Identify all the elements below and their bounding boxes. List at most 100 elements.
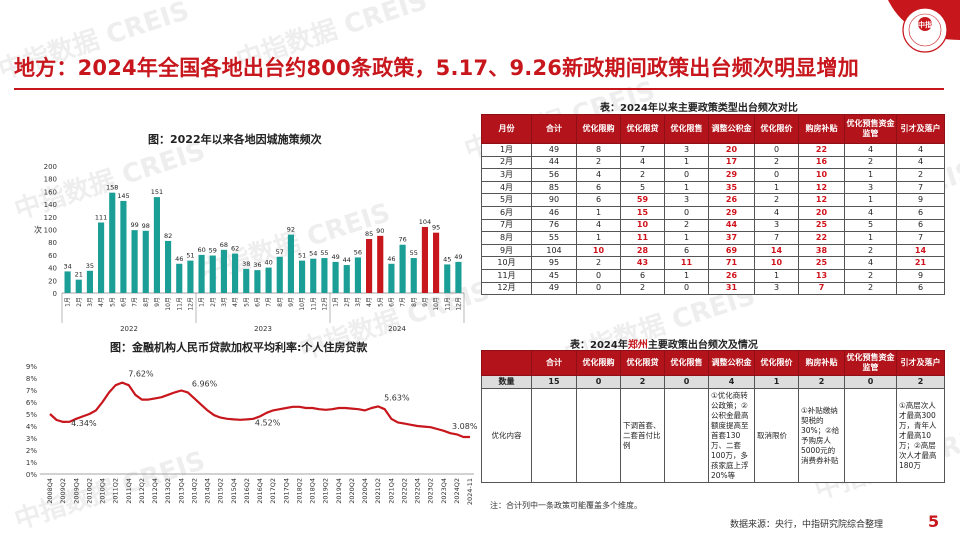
table2-detail-cell: ①高层次人才最高300万，青年人才最高10万；②高层次人才最高180万 (896, 388, 945, 483)
x-tick-label: 2022Q4 (414, 478, 422, 504)
x-tick-label: 2010Q2 (85, 478, 93, 504)
table2-header-cell: 优化限购 (576, 350, 621, 376)
bar-value-label: 158 (106, 184, 118, 192)
table1-header-cell: 购房补贴 (798, 114, 845, 144)
bar-value-label: 68 (220, 241, 228, 249)
table1-cell: 1 (664, 231, 709, 245)
bar (321, 258, 328, 293)
table1-cell: 10 (576, 243, 621, 258)
table1-cell: 4 (620, 155, 665, 170)
x-tick-label: 11月 (310, 297, 317, 311)
table1-cell: 11 (620, 231, 665, 245)
y-tick-label: 180 (44, 176, 57, 184)
bar (198, 254, 205, 293)
table1-cell: 45 (531, 268, 577, 283)
x-tick-label: 2016Q4 (256, 478, 264, 504)
table-row: 优化内容 下调首套、二套首付比例 ①优化商转公政策；②公积金最高额度提高至首套130… (481, 388, 945, 483)
x-tick-label: 2009Q2 (59, 478, 67, 504)
y-axis-label: 次 (34, 225, 42, 235)
table1-cell: 15 (620, 205, 665, 220)
table1-cell: 9月 (481, 243, 532, 258)
table1-cell: 6 (896, 205, 945, 220)
table1-cell: 26 (708, 268, 755, 283)
data-annotation: 4.34% (71, 419, 97, 428)
data-annotation: 5.63% (384, 393, 410, 402)
table-row: 10月 95 2 43 11 71 10 25 4 21 (481, 256, 945, 270)
x-tick-label: 2014Q4 (204, 478, 212, 504)
table1-cell: 3 (664, 193, 709, 207)
x-tick-label: 11月 (444, 297, 451, 311)
table1-cell: 56 (531, 168, 577, 182)
bar (86, 270, 93, 293)
bar (75, 279, 82, 293)
x-tick-label: 3月 (355, 297, 362, 307)
x-tick-label: 4月 (366, 297, 373, 307)
bar (209, 255, 216, 293)
table2-detail-cell (844, 388, 897, 483)
table1-cell: 2 (664, 218, 709, 233)
bar-value-label: 21 (75, 271, 83, 279)
page-title: 地方：2024年全国各地出台约800条政策，5.17、9.26新政期间政策出台频… (14, 56, 859, 80)
table1-cell: 12月 (481, 281, 532, 296)
table1-cell: 31 (708, 281, 755, 296)
bar-value-label: 40 (264, 259, 272, 267)
x-tick-label: 2012Q2 (138, 478, 146, 504)
table2-title-suffix: 主要政策出台频次及情况 (647, 340, 758, 351)
table1-cell: 1月 (481, 143, 532, 157)
china-index-academy-logo: 中指 (888, 0, 960, 53)
x-tick-label: 10月 (433, 297, 440, 311)
table1-cell: 10 (620, 218, 665, 233)
bar (142, 230, 149, 293)
x-tick-label: 1月 (199, 297, 206, 307)
table1-cell: 6 (576, 193, 621, 207)
table2-detail-cell: ①优化商转公政策；②公积金最高额度提高至首套130万、二套100万，多孩家庭上浮… (708, 388, 755, 483)
bar-value-label: 34 (63, 262, 71, 270)
y-tick-label: 3% (26, 435, 37, 443)
y-tick-label: 40 (48, 265, 57, 273)
table2-header-cell (481, 350, 532, 376)
x-tick-label: 2019Q2 (322, 478, 330, 504)
bar (254, 270, 261, 293)
table1-cell: 25 (798, 256, 845, 270)
table1-cell: 0 (664, 168, 709, 182)
table1-cell: 95 (531, 256, 577, 270)
bar-value-label: 55 (410, 249, 418, 257)
table1-cell: 3月 (481, 168, 532, 182)
table1-cell: 1 (664, 268, 709, 283)
bar-value-label: 51 (186, 252, 194, 260)
table1-cell: 2月 (481, 155, 532, 170)
table1-header-cell: 调整公积金 (708, 114, 755, 144)
y-tick-label: 200 (44, 163, 57, 171)
table1-cell: 22 (798, 143, 845, 157)
bar (232, 253, 239, 293)
x-tick-label: 2013Q2 (164, 478, 172, 504)
table1-cell: 6月 (481, 205, 532, 220)
table1-cell: 2 (620, 281, 665, 296)
table2-header-cell: 调整公积金 (708, 350, 755, 376)
data-source: 数据来源：央行，中指研究院综合整理 (730, 520, 884, 530)
x-tick-label: 2011Q4 (125, 478, 133, 504)
bar (165, 240, 172, 293)
table1-header-cell: 月份 (481, 114, 532, 144)
table1-cell: 7 (620, 143, 665, 157)
table1-cell: 8月 (481, 231, 532, 245)
bar (109, 192, 116, 293)
table1-cell: 8 (576, 143, 621, 157)
table1-cell: 4 (896, 155, 945, 170)
table2-detail-cell (576, 388, 621, 483)
table1-cell: 7 (798, 281, 845, 296)
table2-count-cell: 2 (798, 375, 845, 389)
table1-cell: 4 (896, 143, 945, 157)
bar-value-label: 90 (376, 227, 384, 235)
x-tick-label: 6月 (254, 297, 261, 307)
table1-cell: 10 (754, 256, 799, 270)
x-tick-label: 2009Q4 (72, 478, 80, 504)
table1-cell: 5月 (481, 193, 532, 207)
y-tick-label: 20 (48, 277, 57, 285)
table1-cell: 2 (844, 281, 897, 296)
table1-cell: 12 (798, 193, 845, 207)
table1-cell: 2 (844, 243, 897, 258)
bar (287, 234, 294, 293)
table1-header-cell: 优化预售资金监管 (844, 114, 897, 144)
x-tick-label: 2015Q2 (217, 478, 225, 504)
